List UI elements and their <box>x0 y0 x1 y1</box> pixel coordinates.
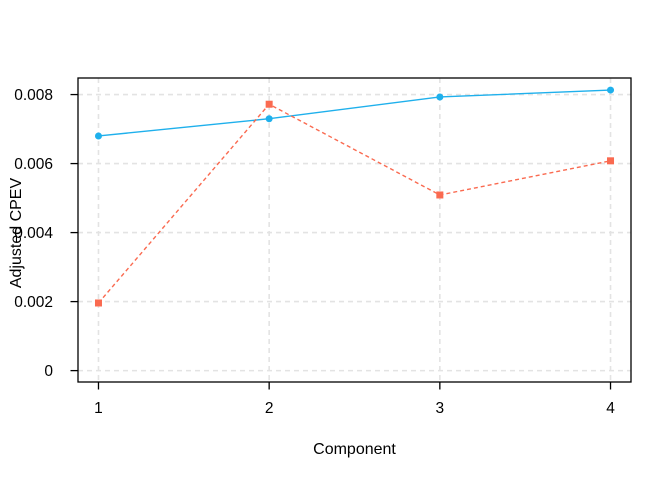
comparison-dashed-line-point-marker <box>436 191 444 199</box>
x-tick-label: 1 <box>94 400 103 417</box>
x-axis-title: Component <box>313 441 396 458</box>
x-tick-label: 2 <box>265 400 274 417</box>
y-tick-label: 0.008 <box>14 87 53 104</box>
y-tick-label: 0.002 <box>14 294 53 311</box>
tick-labels-layer: 0 0.002 0.004 0.006 0.008 1 2 3 4 <box>14 87 615 417</box>
comparison-dashed-line-point-marker <box>607 157 615 165</box>
plot-box-layer <box>77 77 632 383</box>
plot-box-border <box>77 77 632 383</box>
adjusted-cpev-line-point-marker <box>607 86 615 94</box>
x-tick-label: 3 <box>436 400 445 417</box>
y-axis-title: Adjusted CPEV <box>8 177 25 289</box>
y-tick-label: 0.004 <box>14 225 53 242</box>
x-tick-label: 4 <box>606 400 615 417</box>
gridlines-layer <box>78 78 631 382</box>
adjusted-cpev-line-point-marker <box>94 132 102 140</box>
adjusted-cpev-line-point-marker <box>265 115 273 123</box>
adjusted-cpev-line-point-marker <box>436 93 444 101</box>
data-series-layer <box>94 86 615 307</box>
y-tick-label: 0 <box>44 363 53 380</box>
axis-ticks-layer <box>70 93 612 390</box>
comparison-dashed-line-point-marker <box>94 299 102 307</box>
comparison-dashed-line-point-marker <box>265 100 273 108</box>
adjusted-cpev-line-path <box>98 89 611 137</box>
comparison-dashed-line-path <box>97 103 611 304</box>
y-tick-label: 0.006 <box>14 156 53 173</box>
